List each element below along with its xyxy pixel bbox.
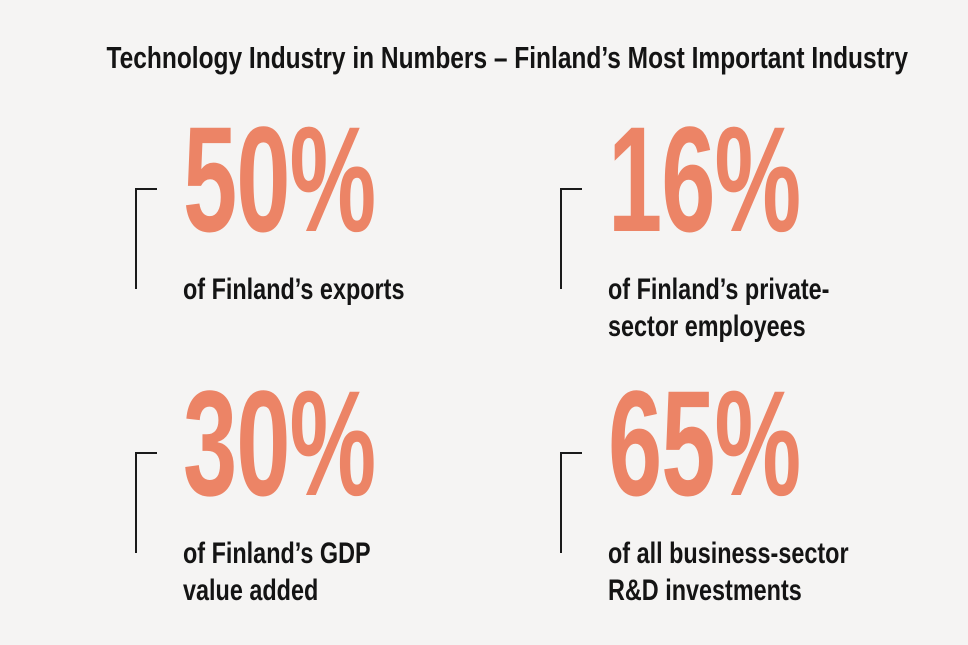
stat-value: 16% (608, 95, 801, 263)
stat-label: of all business-sector R&D investments (608, 535, 849, 609)
stat-label-line: of Finland’s private- (608, 273, 830, 306)
bracket-line (560, 452, 582, 553)
stat-value: 30% (183, 359, 376, 527)
stat-label-line: sector employees (608, 310, 806, 343)
stat-label: of Finland’s GDP value added (183, 535, 371, 609)
stat-value: 65% (608, 359, 801, 527)
bracket-line (135, 188, 157, 289)
stat-value: 50% (183, 95, 376, 263)
bracket-line (560, 188, 582, 289)
stat-label-line: of Finland’s GDP (183, 537, 371, 570)
stat-label-line: R&D investments (608, 574, 802, 607)
stat-label-line: of Finland’s exports (183, 273, 405, 306)
page-title: Technology Industry in Numbers – Finland… (0, 42, 968, 73)
bracket-line (135, 452, 157, 553)
stat-label: of Finland’s exports (183, 271, 404, 308)
stat-gdp-value-added: 30% of Finland’s GDP value added (135, 368, 535, 618)
stat-rd-investments: 65% of all business-sector R&D investmen… (560, 368, 960, 618)
page-title-text: Technology Industry in Numbers – Finland… (106, 40, 908, 75)
stat-private-sector-employees: 16% of Finland’s private- sector employe… (560, 104, 960, 354)
stat-label-line: value added (183, 574, 319, 607)
stat-label-line: of all business-sector (608, 537, 849, 570)
stat-exports: 50% of Finland’s exports (135, 104, 535, 354)
stat-label: of Finland’s private- sector employees (608, 271, 829, 345)
